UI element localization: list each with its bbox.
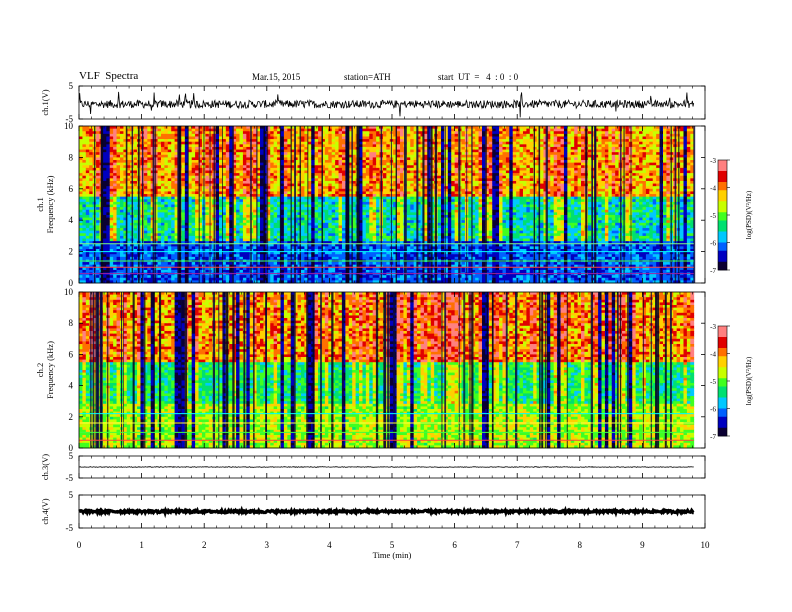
vlf-spectra-figure: 5 -5 ch.1(V) -3 -4 -5 -6 -7 log(PSD)(V²/Hz) 0 2 4 6 8… [0, 0, 792, 612]
ch4-waveform-y-tick-label: -5 [66, 523, 74, 533]
ch1-waveform-y-axis-label: ch.1(V) [40, 89, 50, 115]
x-axis-label: Time (min) [373, 550, 412, 560]
x-tick-label: 10 [701, 540, 711, 550]
ch1-spectrogram-y-axis-label: ch.1 [35, 197, 45, 211]
ch2-spectrogram-y-axis-label: Frequency (kHz) [45, 341, 55, 399]
ch1-spectrogram-colorbar-tick: -5 [710, 212, 716, 220]
ch2-spectrogram-image [79, 292, 694, 448]
ch1-spectrogram-colorbar-tick: -3 [710, 157, 716, 165]
ch3-waveform-y-tick-label: 5 [69, 451, 74, 461]
ch1-spectrogram-y-tick-label: 2 [69, 247, 74, 257]
ch2-spectrogram-y-axis-label: ch.2 [35, 363, 45, 377]
x-tick-label: 5 [390, 540, 395, 550]
ch2-spectrogram-y-tick-label: 10 [64, 287, 74, 297]
x-tick-label: 9 [640, 540, 645, 550]
ch2-spectrogram-colorbar: -3 -4 -5 -6 -7 log(PSD)(V²/Hz) [710, 323, 753, 441]
x-tick-label: 0 [77, 540, 82, 550]
ch2-spectrogram-colorbar-tick: -6 [710, 406, 716, 414]
ch1-spectrogram-colorbar-tick: -7 [710, 267, 716, 275]
ch1-spectrogram-y-tick-label: 4 [69, 215, 74, 225]
ch1-waveform-y-tick-label: 5 [69, 81, 74, 91]
ch2-spectrogram-colorbar-tick: -4 [710, 351, 716, 359]
ch1-spectrogram-colorbar-tick: -6 [710, 240, 716, 248]
ch1-waveform-line [79, 92, 694, 117]
ch1-spectrogram-colorbar-tick: -4 [710, 185, 716, 193]
x-tick-label: 8 [578, 540, 583, 550]
x-tick-label: 4 [327, 540, 332, 550]
ch2-spectrogram-colorbar-label: log(PSD)(V²/Hz) [745, 356, 753, 405]
ch2-spectrogram-colorbar-tick: -3 [710, 323, 716, 331]
ch1-spectrogram-colorbar: -3 -4 -5 -6 -7 log(PSD)(V²/Hz) [710, 157, 753, 275]
ch2-spectrogram-colorbar-tick: -7 [710, 433, 716, 441]
x-tick-label: 7 [515, 540, 520, 550]
ch1-spectrogram-y-tick-label: 6 [69, 184, 74, 194]
ch4-waveform-y-axis-label: ch.4(V) [40, 498, 50, 524]
ch3-waveform-line [79, 467, 694, 468]
ch1-spectrogram-y-tick-label: 8 [69, 152, 74, 162]
x-tick-label: 6 [452, 540, 457, 550]
ch2-spectrogram-y-tick-label: 8 [69, 318, 74, 328]
ch3-waveform-y-axis-label: ch.3(V) [40, 454, 50, 480]
ch3-waveform-y-tick-label: -5 [66, 473, 74, 483]
x-tick-label: 3 [265, 540, 270, 550]
ch1-spectrogram-y-axis-label: Frequency (kHz) [45, 175, 55, 233]
ch1-spectrogram-image [79, 126, 695, 283]
x-tick-label: 1 [139, 540, 144, 550]
ch2-spectrogram-colorbar-tick: -5 [710, 378, 716, 386]
ch1-spectrogram-colorbar-label: log(PSD)(V²/Hz) [745, 190, 753, 239]
ch2-spectrogram-y-tick-label: 6 [69, 349, 74, 359]
ch4-waveform-y-tick-label: 5 [69, 490, 74, 500]
ch1-spectrogram-y-tick-label: 10 [64, 121, 74, 131]
ch4-waveform-line [79, 510, 694, 512]
x-tick-label: 2 [202, 540, 207, 550]
ch2-spectrogram-y-tick-label: 4 [69, 381, 74, 391]
ch2-spectrogram-y-tick-label: 2 [69, 412, 74, 422]
